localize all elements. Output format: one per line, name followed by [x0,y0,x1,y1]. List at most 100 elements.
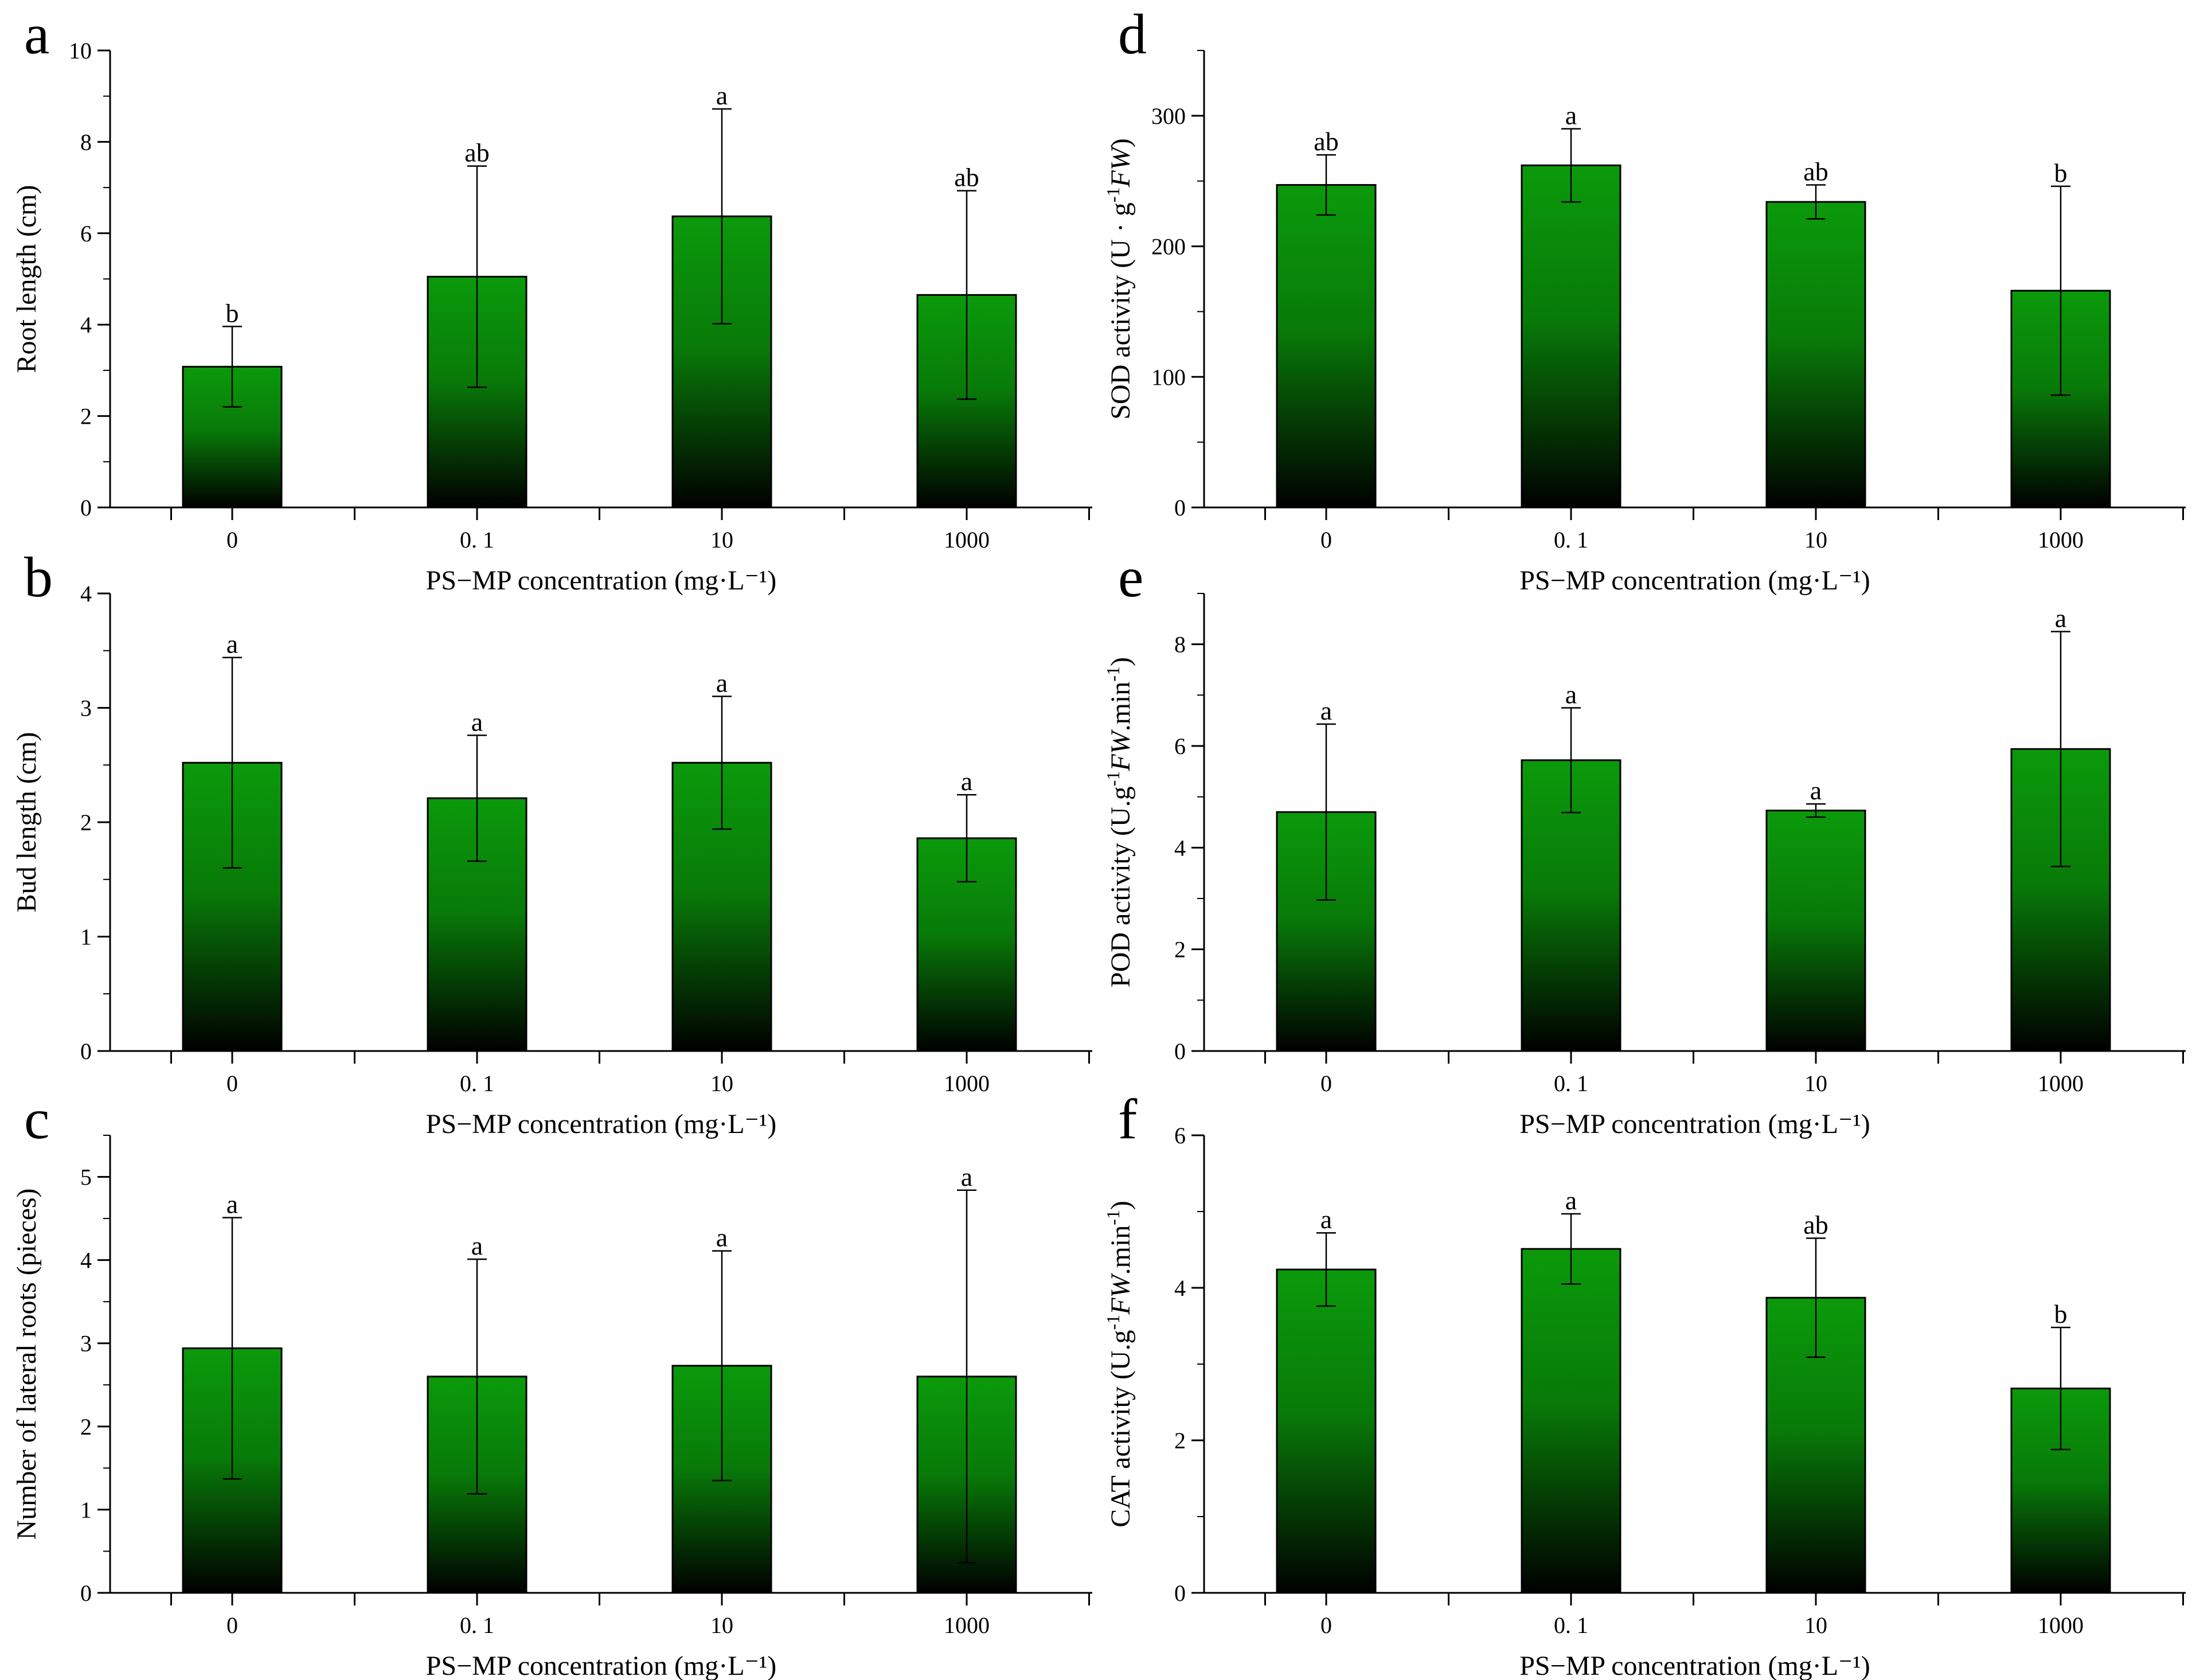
x-tick-label: 0 [1320,1070,1332,1096]
significance-label: ab [1803,1210,1828,1240]
significance-label: a [961,1162,972,1191]
y-label-superscript: -1 [1103,187,1123,203]
y-label-text: POD activity (U.g [1105,786,1136,987]
y-tick-label: 1 [80,924,92,950]
significance-label: a [961,767,972,796]
significance-label: a [226,1190,238,1219]
x-tick-label: 0 [1320,1612,1332,1638]
y-tick-label: 200 [1151,234,1186,260]
y-tick-label: 0 [1174,495,1186,521]
panel-letter: a [24,2,49,66]
x-tick-label: 0 [226,1070,238,1096]
x-tick-label: 0. 1 [460,1612,494,1638]
significance-label: a [716,81,728,110]
y-tick-label: 5 [80,1165,92,1190]
y-tick-label: 4 [80,581,92,607]
chart-panel-c: c 0 1 2 3 4 5 a 0 a 0. 1 a 10 a 1000 PS−MP concentratio… [11,1087,1092,1680]
x-axis-label: PS−MP concentration (mg·L⁻¹) [426,565,777,596]
y-tick-label: 0 [80,1580,92,1606]
chart-panel-b: b 0 1 2 3 4 a 0 a 0. 1 a 10 a 1000 PS−MP concentration… [11,545,1092,1139]
y-tick-label: 4 [1174,1275,1186,1301]
x-tick-label: 1000 [944,527,990,553]
panel-letter: e [1118,545,1143,609]
significance-label: a [471,707,483,736]
y-axis-label: SOD activity (U · g-1FW) [1103,138,1136,420]
significance-label: a [471,1231,483,1260]
bar [1276,184,1377,509]
bar [1521,164,1621,509]
y-tick-label: 8 [80,129,92,155]
y-label-text: ) [1105,138,1136,147]
y-tick-label: 0 [80,495,92,521]
y-tick-label: 0 [1174,1580,1186,1606]
y-tick-label: 4 [80,1248,92,1273]
significance-label: b [2054,1299,2068,1329]
significance-label: b [226,298,239,327]
x-tick-label: 0. 1 [460,527,494,553]
y-label-italic: FW [1105,145,1136,187]
significance-label: a [1565,1186,1577,1215]
significance-label: ab [464,138,489,167]
panel-letter: f [1118,1087,1138,1151]
y-label-superscript: -1 [1103,666,1123,682]
significance-label: b [2054,158,2068,187]
bar [1276,1268,1377,1594]
y-label-italic: FW [1105,729,1136,771]
significance-label: a [1810,776,1822,805]
y-label-superscript: -1 [1103,771,1123,787]
significance-label: a [2055,604,2066,633]
x-tick-label: 1000 [2038,1070,2084,1096]
panel-letter: b [24,545,53,609]
y-label-superscript: -1 [1103,1210,1123,1225]
y-tick-label: 6 [1174,733,1186,759]
x-tick-label: 1000 [944,1612,990,1638]
significance-label: a [1320,1205,1332,1234]
y-axis-label: Root length (cm) [11,185,42,373]
x-tick-label: 0 [226,527,238,553]
y-tick-label: 3 [80,1331,92,1357]
y-tick-label: 300 [1151,103,1186,129]
x-tick-label: 0. 1 [1554,1070,1588,1096]
y-axis-label: POD activity (U.g-1FW.min-1) [1103,657,1136,987]
panel-letter: d [1118,2,1147,66]
x-tick-label: 0. 1 [1554,527,1588,553]
y-label-text: .min [1105,1225,1136,1275]
y-label-text: .min [1105,682,1136,732]
x-tick-label: 10 [710,1612,733,1638]
x-axis-label: PS−MP concentration (mg·L⁻¹) [426,1651,777,1680]
x-tick-label: 10 [710,527,733,553]
x-tick-label: 1000 [2038,527,2084,553]
significance-label: a [1565,680,1577,709]
y-axis-label: Bud length (cm) [11,732,42,913]
y-tick-label: 4 [80,312,92,338]
x-tick-label: 0 [1320,527,1332,553]
bar [1765,201,1866,509]
x-axis-label: PS−MP concentration (mg·L⁻¹) [426,1109,777,1139]
x-tick-label: 1000 [2038,1612,2084,1638]
bar [1765,810,1866,1052]
significance-label: a [1565,101,1577,130]
y-tick-label: 2 [1174,937,1186,963]
x-axis-label: PS−MP concentration (mg·L⁻¹) [1519,1109,1870,1139]
y-tick-label: 10 [69,38,92,64]
y-tick-label: 2 [1174,1428,1186,1454]
y-label-text: ) [1105,657,1136,666]
x-tick-label: 0 [226,1612,238,1638]
y-tick-label: 0 [1174,1038,1186,1064]
bar [1521,1248,1621,1594]
x-tick-label: 0. 1 [460,1070,494,1096]
chart-panel-e: e 0 2 4 6 8 a 0 a 0. 1 a 10 a 1000 PS−MP concentration… [1103,545,2186,1139]
significance-label: ab [1803,157,1828,186]
y-tick-label: 8 [1174,632,1186,658]
y-tick-label: 6 [1174,1123,1186,1148]
y-axis-label: CAT activity (U.g-1FW.min-1) [1103,1201,1136,1527]
significance-label: a [1320,696,1332,725]
y-tick-label: 2 [80,810,92,835]
y-label-text: SOD activity (U · g [1105,202,1136,420]
significance-label: ab [954,163,979,192]
x-tick-label: 10 [1804,527,1827,553]
chart-panel-d: d 0 100 200 300 ab 0 a 0. 1 ab 10 b 1000 PS−MP concen… [1103,2,2186,596]
y-tick-label: 2 [80,404,92,429]
significance-label: a [716,669,728,698]
x-tick-label: 10 [710,1070,733,1096]
